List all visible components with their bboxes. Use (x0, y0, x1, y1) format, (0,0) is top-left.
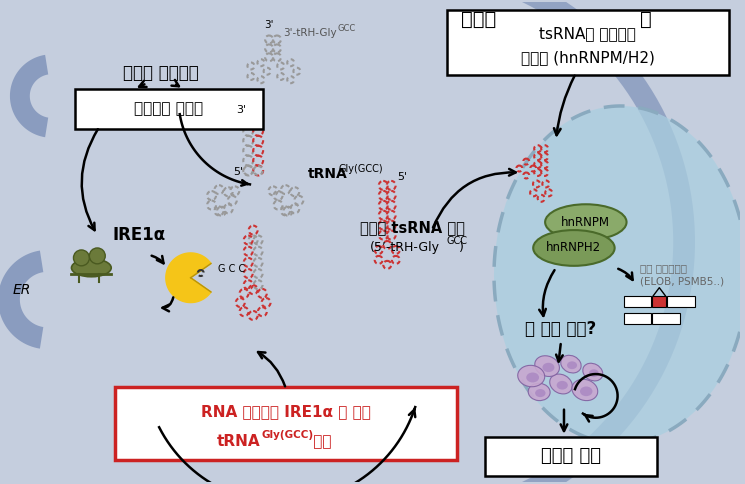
Bar (624, 314, 651, 324)
Text: 암 촉진 경로?: 암 촉진 경로? (525, 320, 597, 338)
Bar (653, 296, 666, 306)
Text: (ELOB, PSMB5..): (ELOB, PSMB5..) (641, 277, 725, 287)
Text: G C C: G C C (218, 264, 246, 274)
Ellipse shape (494, 106, 745, 443)
Text: 암세포 증식: 암세포 증식 (541, 448, 601, 466)
Ellipse shape (535, 389, 545, 397)
Text: 생성된 tsRNA 조각: 생성된 tsRNA 조각 (360, 221, 464, 236)
FancyBboxPatch shape (447, 10, 729, 75)
Circle shape (89, 248, 105, 264)
Ellipse shape (535, 356, 559, 377)
Bar (668, 296, 695, 306)
Text: tRNA: tRNA (308, 167, 348, 182)
Text: GCC: GCC (447, 236, 468, 246)
Ellipse shape (550, 374, 572, 394)
Ellipse shape (542, 363, 554, 372)
Text: 3': 3' (236, 105, 247, 115)
Ellipse shape (533, 230, 615, 266)
Ellipse shape (580, 387, 592, 396)
Text: RNA 분해효소 IRE1α 에 의한: RNA 분해효소 IRE1α 에 의한 (201, 404, 371, 419)
Text: 절단: 절단 (308, 434, 332, 449)
Text: Gly(GCC): Gly(GCC) (338, 164, 383, 173)
PathPatch shape (10, 55, 48, 137)
Text: 5': 5' (233, 167, 244, 178)
FancyBboxPatch shape (115, 387, 457, 460)
Ellipse shape (589, 369, 599, 377)
Text: 세포질: 세포질 (461, 10, 496, 29)
Text: 단백질 (hnRNPM/H2): 단백질 (hnRNPM/H2) (521, 50, 655, 65)
Text: 5': 5' (397, 172, 408, 182)
Text: ER: ER (13, 283, 31, 297)
Text: hnRNPM: hnRNPM (561, 216, 610, 228)
Text: tsRNA와 결합하는: tsRNA와 결합하는 (539, 26, 636, 41)
Ellipse shape (518, 365, 545, 387)
PathPatch shape (0, 251, 43, 348)
Bar (653, 314, 680, 324)
Bar (624, 296, 651, 306)
PathPatch shape (448, 0, 695, 484)
Text: 분해효소 활성화: 분해효소 활성화 (134, 102, 203, 117)
Text: 소포체 스트레스: 소포체 스트레스 (123, 64, 199, 82)
Text: (5’-tRH-Gly: (5’-tRH-Gly (370, 242, 440, 255)
Ellipse shape (561, 355, 581, 373)
Text: tRNA: tRNA (217, 434, 260, 449)
Text: 3': 3' (264, 19, 274, 30)
Text: hnRNPH2: hnRNPH2 (546, 242, 601, 255)
Text: Gly(GCC): Gly(GCC) (261, 430, 313, 439)
Text: 핵: 핵 (639, 10, 651, 29)
Ellipse shape (567, 362, 577, 369)
Text: GCC: GCC (337, 25, 356, 33)
Ellipse shape (526, 373, 539, 382)
Polygon shape (166, 253, 211, 302)
FancyBboxPatch shape (75, 89, 263, 129)
Circle shape (74, 250, 89, 266)
Text: 3'-tRH-Gly: 3'-tRH-Gly (283, 29, 337, 38)
Ellipse shape (545, 204, 627, 240)
Text: 대체 스플라이싱: 대체 스플라이싱 (641, 263, 688, 273)
Ellipse shape (72, 259, 111, 277)
Ellipse shape (528, 383, 550, 401)
Text: IRE1α: IRE1α (112, 226, 165, 244)
FancyBboxPatch shape (484, 437, 657, 476)
Ellipse shape (557, 381, 568, 390)
Ellipse shape (583, 363, 603, 381)
Text: ): ) (459, 242, 463, 255)
Ellipse shape (572, 379, 597, 401)
